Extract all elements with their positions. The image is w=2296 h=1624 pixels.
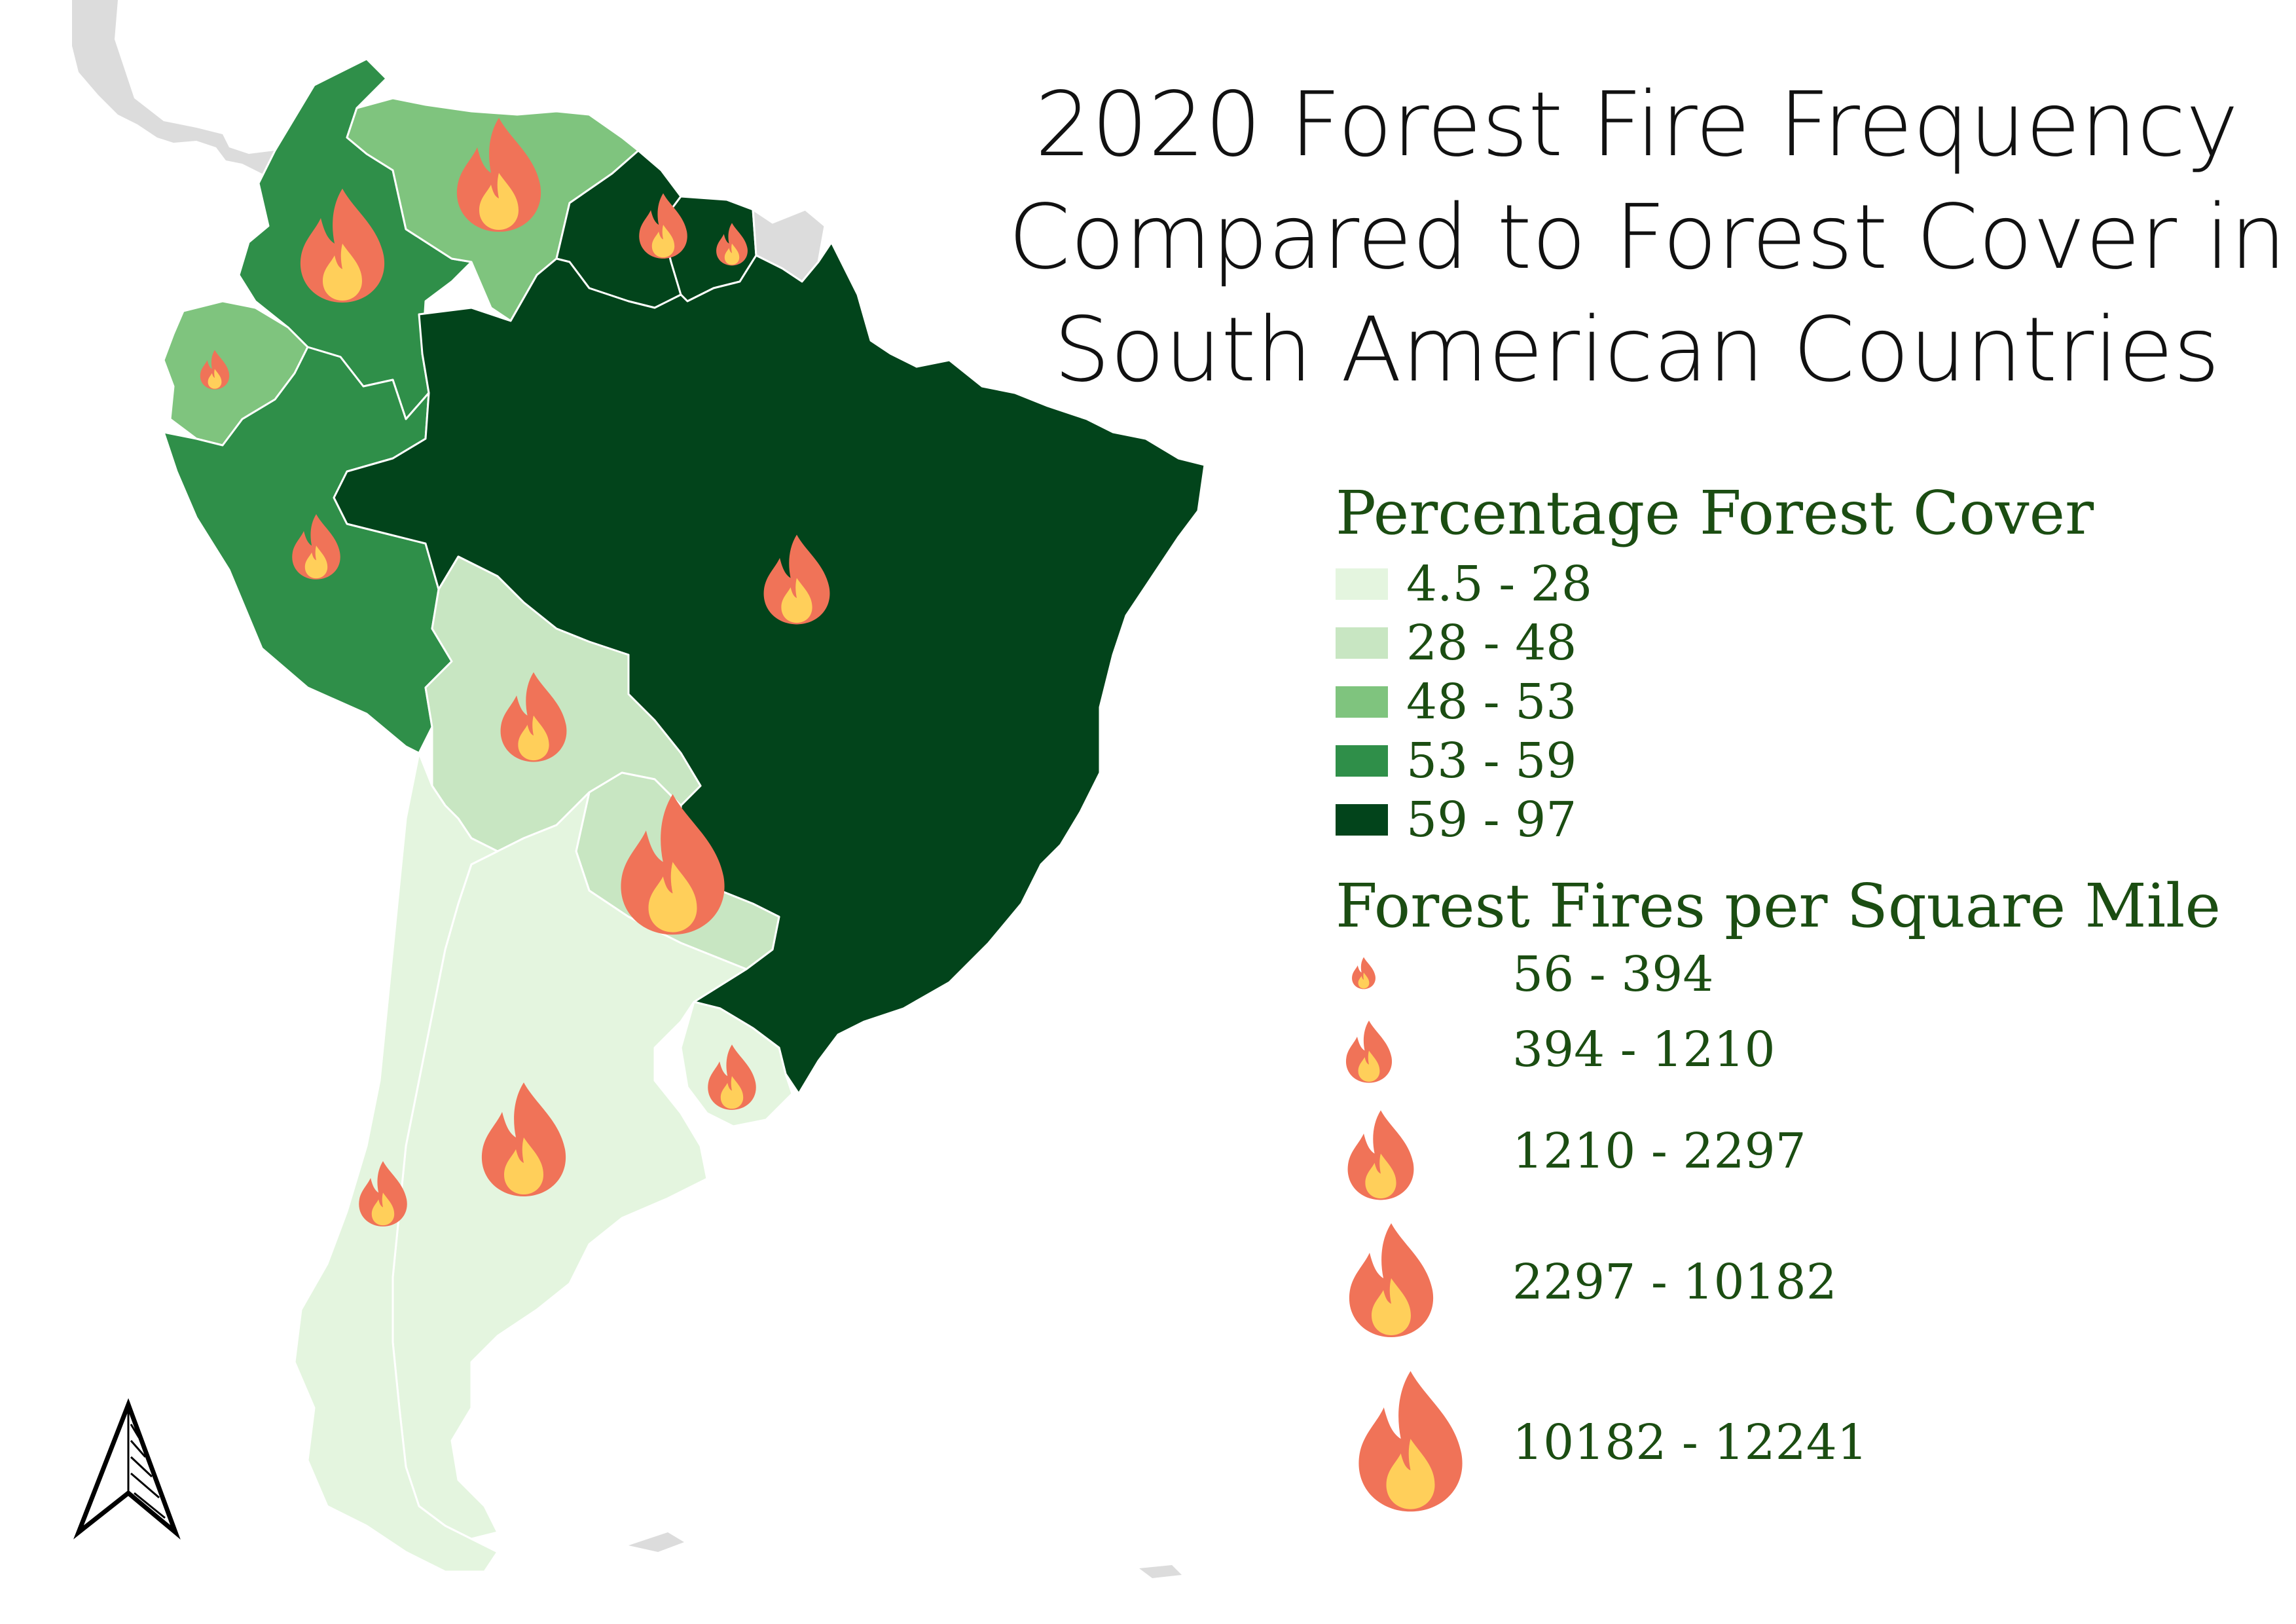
legend-fire-label: 1210 - 2297: [1512, 1123, 1806, 1179]
countries: [162, 58, 1206, 1573]
title-line-2: Compared to Forest Cover in: [1008, 186, 2287, 289]
legend-cover-label: 28 - 48: [1406, 615, 1577, 671]
title-line-3: South American Countries: [1053, 299, 2220, 402]
legend-fires-heading: Forest Fires per Square Mile: [1336, 871, 2221, 941]
country-chile: [293, 752, 499, 1573]
legend-fire-label: 10182 - 12241: [1512, 1414, 1868, 1471]
legend-cover-heading: Percentage Forest Cover: [1336, 478, 2094, 548]
legend-cover-item: 59 - 97: [1336, 792, 1576, 848]
map-title: 2020 Forest Fire Frequency Compared to F…: [1008, 69, 2287, 407]
legend-cover-label: 59 - 97: [1406, 792, 1577, 848]
legend-fire-label: 394 - 1210: [1512, 1022, 1776, 1078]
legend-cover-label: 48 - 53: [1406, 674, 1577, 730]
legend-swatch: [1336, 745, 1388, 777]
legend-swatch: [1336, 627, 1388, 659]
legend-cover-item: 4.5 - 28: [1336, 556, 1592, 612]
legend-swatch: [1336, 804, 1388, 836]
legend-cover-label: 53 - 59: [1406, 733, 1577, 789]
legend-cover-label: 4.5 - 28: [1406, 556, 1592, 612]
legend-cover-item: 53 - 59: [1336, 733, 1576, 789]
north-arrow-icon: [73, 1398, 181, 1540]
title-line-1: 2020 Forest Fire Frequency: [1034, 73, 2239, 177]
legend-cover-item: 28 - 48: [1336, 615, 1576, 671]
fire-icon: [1342, 1218, 1440, 1342]
fire-icon: [1342, 1018, 1396, 1085]
fire-icon: [1350, 956, 1377, 990]
legend-swatch: [1336, 686, 1388, 718]
legend-cover-item: 48 - 53: [1336, 674, 1576, 730]
fire-icon: [1342, 1107, 1419, 1204]
legend-fire-label: 56 - 394: [1512, 946, 1714, 1003]
legend-swatch: [1336, 568, 1388, 600]
fire-icon: [1350, 1365, 1471, 1517]
legend-fire-label: 2297 - 10182: [1512, 1254, 1837, 1310]
